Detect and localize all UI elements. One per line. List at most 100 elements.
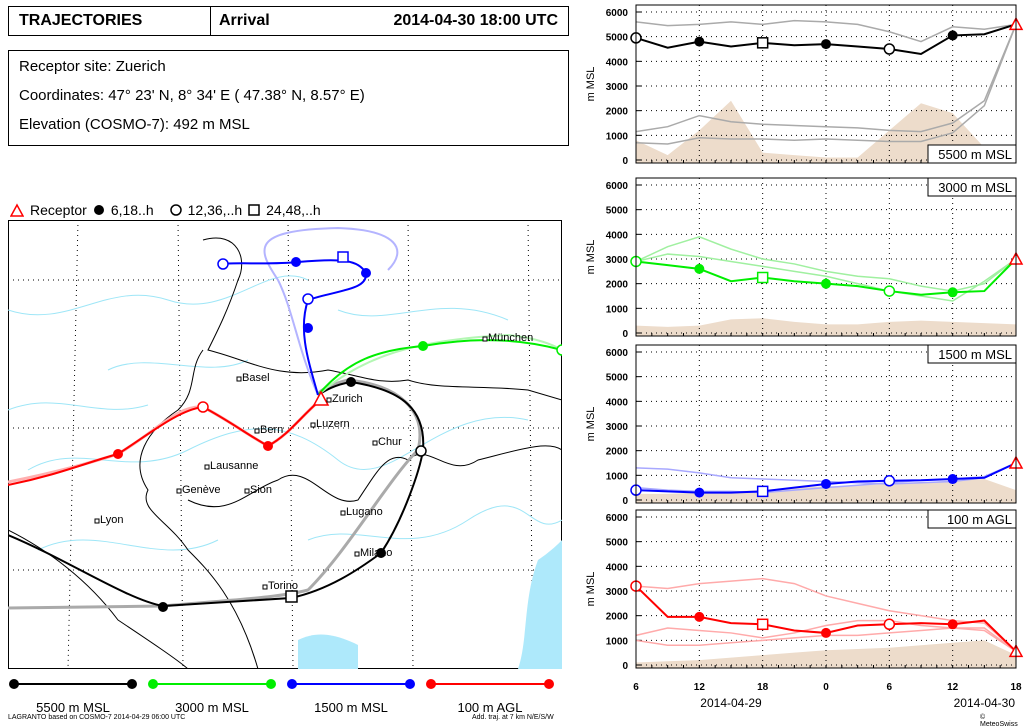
filled-marker: [947, 30, 958, 41]
y-tick-label: 6000: [606, 513, 629, 524]
y-tick-label: 5000: [606, 206, 629, 217]
series-line-icon: [9, 679, 137, 689]
panel-title: 100 m AGL: [947, 512, 1012, 527]
altitude-panel-2: 0 1000 2000 3000 4000 5000 6000 m MSL 1500 m MSL: [585, 344, 1024, 507]
city-marker: [176, 488, 182, 494]
series-legend: 5500 m MSL 3000 m MSL 1500 m MSL 100 m AGL: [8, 676, 568, 716]
altitude-panel-3: 0 1000 2000 3000 4000 5000 6000 m MSL 100 m AGL: [585, 509, 1024, 672]
trajectory-map: Basel Zurich Bern Luzern Chur Lausanne Genève S…: [8, 220, 562, 669]
filled-marker: [821, 278, 831, 289]
y-tick-label: 4000: [606, 230, 629, 241]
receptor-triangle-icon: [10, 203, 24, 217]
square-marker: [756, 271, 769, 284]
x-date-label: 2014-04-30: [954, 696, 1016, 710]
y-tick-label: 1000: [606, 131, 629, 142]
filled-circle-icon: [93, 205, 104, 215]
city-label: Lausanne: [210, 460, 258, 472]
city-marker: [372, 440, 378, 446]
y-tick-label: 2000: [606, 107, 629, 118]
plot-frame: [635, 509, 1017, 669]
additional-trajectory-line: [635, 24, 1017, 145]
x-tick-label: 12: [947, 682, 959, 693]
sea: [298, 634, 358, 669]
city-marker: [244, 488, 250, 494]
filled-marker: [947, 619, 958, 630]
city-marker: [354, 551, 360, 557]
x-tick-label: 6: [633, 682, 639, 693]
filled-marker: [694, 611, 705, 622]
series-legend-item: 1500 m MSL: [286, 676, 416, 715]
y-tick-label: 5000: [606, 33, 629, 44]
series-label: 1500 m MSL: [314, 700, 388, 715]
y-tick-label: 2000: [606, 612, 629, 623]
plot-frame: [635, 177, 1017, 337]
city-marker: [340, 510, 346, 516]
panel-title-box: [927, 509, 1017, 529]
panel-title-box: [927, 144, 1017, 164]
y-tick-label: 2000: [606, 447, 629, 458]
city-marker: [482, 336, 488, 342]
city-label: Lugano: [346, 506, 383, 518]
plot-frame: [635, 344, 1017, 504]
y-axis-label: m MSL: [585, 407, 597, 442]
coordinates: Coordinates: 47° 23' N, 8° 34' E ( 47.38…: [19, 87, 365, 104]
sea: [518, 540, 562, 669]
square-marker: [756, 37, 769, 49]
y-tick-label: 6000: [606, 348, 629, 359]
x-tick-label: 12: [694, 682, 706, 693]
y-tick-label: 1000: [606, 636, 629, 647]
series-legend-item: 100 m AGL: [425, 676, 555, 715]
x-tick-label: 18: [757, 682, 769, 693]
country-borders: [8, 237, 562, 669]
filled-marker: [694, 263, 705, 274]
city-label: Zurich: [332, 393, 363, 405]
filled-marker: [821, 478, 831, 489]
open-circle-marker: [883, 618, 896, 631]
city-label: Genève: [182, 484, 221, 496]
y-axis-label: m MSL: [585, 572, 597, 607]
topography-area: [636, 318, 1016, 336]
series-label: 5500 m MSL: [36, 700, 110, 715]
city-marker: [326, 397, 332, 403]
receptor-marker: [312, 390, 330, 406]
y-tick-label: 1000: [606, 471, 629, 482]
y-tick-label: 6000: [606, 181, 629, 192]
y-tick-label: 6000: [606, 8, 629, 19]
city-marker: [94, 518, 100, 524]
series-line-icon: [287, 679, 415, 689]
y-tick-label: 3000: [606, 422, 629, 433]
city-label: Bern: [260, 424, 283, 436]
legend-square: 24,48,..h: [266, 202, 321, 218]
city-label: Chur: [378, 436, 402, 448]
x-date-label: 2014-04-29: [700, 696, 762, 710]
city-labels: Basel Zurich Bern Luzern Chur Lausanne Genève S…: [94, 332, 533, 592]
legend-filled: 6,18..h: [110, 202, 154, 218]
y-tick-label: 3000: [606, 82, 629, 93]
topography-area: [636, 100, 1016, 163]
altitude-panel-1: 0 1000 2000 3000 4000 5000 6000 m MSL 3000 m MSL: [585, 177, 1024, 340]
city-marker: [310, 422, 316, 428]
additional-trajectory-line: [635, 19, 1017, 43]
city-label: Sion: [250, 484, 272, 496]
legend-open-circle: 12,36,..h: [187, 202, 243, 218]
y-tick-label: 4000: [606, 57, 629, 68]
open-circle-marker: [883, 285, 896, 297]
y-tick-label: 3000: [606, 587, 629, 598]
y-tick-label: 0: [622, 156, 628, 167]
open-circle-icon: [169, 204, 182, 216]
receptor-info: Receptor site: Zuerich Coordinates: 47° …: [8, 50, 569, 146]
panel-title: 1500 m MSL: [938, 347, 1012, 362]
filled-marker: [821, 627, 831, 638]
y-tick-label: 0: [622, 661, 628, 672]
footer-copyright: © MeteoSwiss: [980, 714, 1018, 728]
plot-frame: [635, 4, 1017, 164]
open-circle-marker: [883, 43, 896, 55]
y-tick-label: 5000: [606, 373, 629, 384]
city-label: Basel: [242, 372, 270, 384]
city-label: Luzern: [316, 418, 350, 430]
panel-title: 5500 m MSL: [938, 147, 1012, 162]
city-label: Milano: [360, 547, 392, 559]
filled-marker: [821, 39, 831, 50]
open-circle-marker: [883, 475, 896, 487]
title: TRAJECTORIES: [9, 7, 211, 35]
